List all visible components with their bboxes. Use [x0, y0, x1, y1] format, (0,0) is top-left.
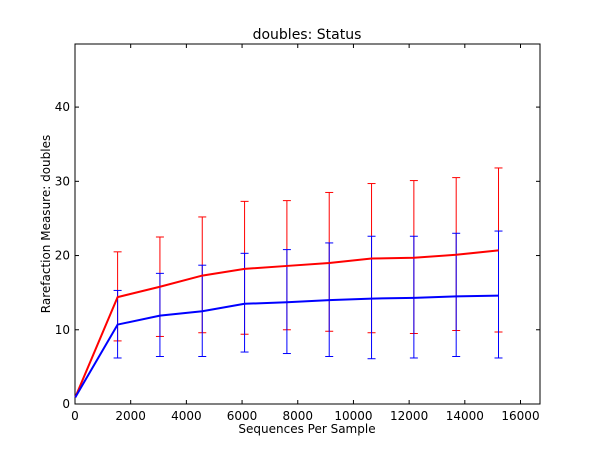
error-bars: [113, 167, 503, 360]
y-tick-label-0: 0: [62, 397, 70, 411]
y-tick-label-4: 40: [55, 100, 70, 114]
x-tick-label-6: 12000: [390, 409, 428, 423]
series-line-1: [74, 294, 499, 398]
axis-ticks: 0 2000 4000 6000 8000 10000 12000 14000 16000 0 10…: [55, 44, 540, 423]
x-tick-label-7: 14000: [446, 409, 484, 423]
x-tick-label-8: 16000: [501, 409, 539, 423]
x-tick-label-5: 10000: [334, 409, 372, 423]
x-tick-label-4: 8000: [282, 409, 313, 423]
y-tick-label-2: 20: [55, 249, 70, 263]
series-line-0: [74, 249, 499, 398]
x-tick-label-3: 6000: [227, 409, 258, 423]
x-tick-label-2: 4000: [171, 409, 202, 423]
x-axis-label: Sequences Per Sample: [238, 422, 375, 436]
y-tick-label-3: 30: [55, 174, 70, 188]
y-axis-label: Rarefaction Measure: doubles: [39, 135, 53, 313]
chart-title: doubles: Status: [253, 27, 362, 43]
x-tick-label-0: 0: [71, 409, 79, 423]
series-lines: [74, 249, 499, 398]
x-tick-label-1: 2000: [115, 409, 146, 423]
plot-frame: [74, 43, 541, 405]
y-tick-label-1: 10: [55, 323, 70, 337]
